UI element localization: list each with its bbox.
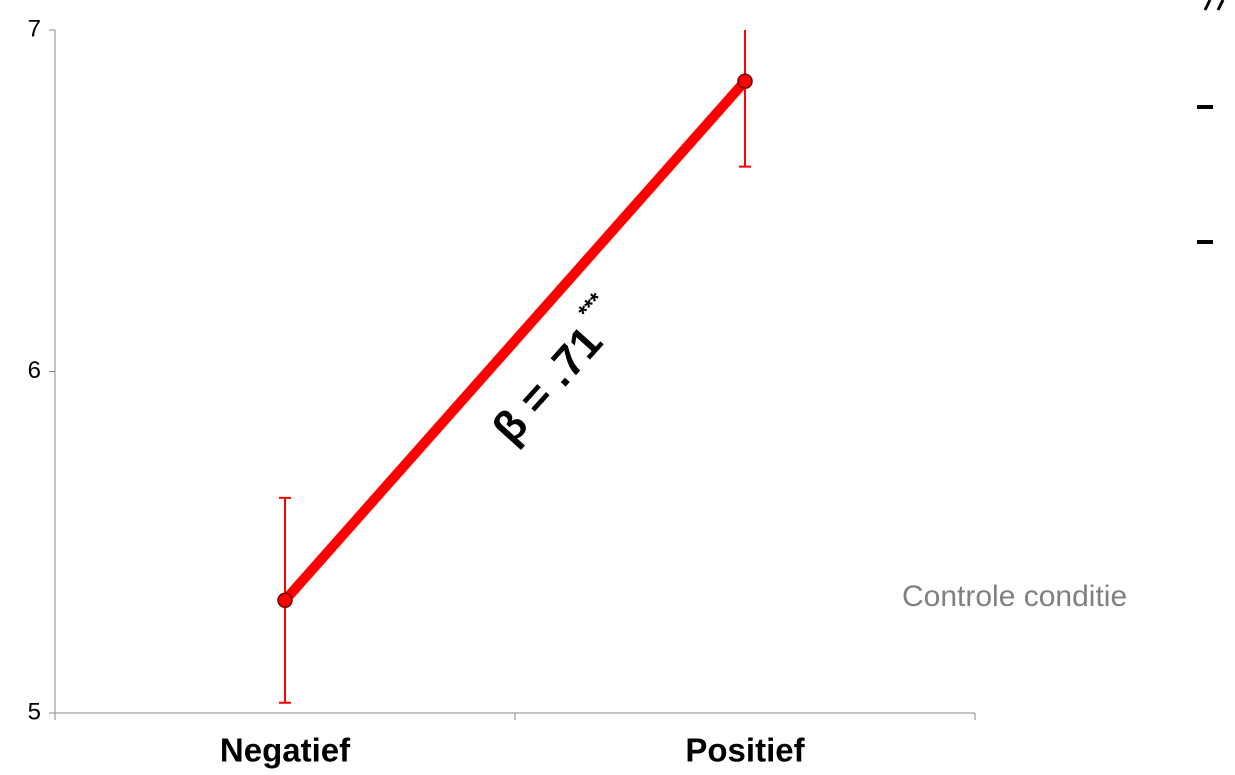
data-point [737, 73, 753, 89]
plot-area [277, 30, 753, 704]
y-tick-label: 5 [28, 698, 41, 725]
x-tick-label: Positief [685, 732, 805, 769]
y-tick-label: 7 [28, 15, 41, 42]
x-tick-label: Negatief [220, 732, 351, 769]
data-point [277, 592, 293, 609]
legend-fragment [1197, 0, 1225, 244]
data-line [281, 77, 749, 604]
annotation-superscript: *** [573, 287, 609, 323]
annotation-text: β = .71 [483, 317, 612, 452]
legend-label: Controle conditie [902, 580, 1127, 613]
legend-fragment-mark [1203, 0, 1212, 11]
annotation: β = .71*** [476, 287, 633, 452]
y-tick-label: 6 [28, 357, 41, 384]
legend-fragment-mark [1216, 0, 1225, 11]
